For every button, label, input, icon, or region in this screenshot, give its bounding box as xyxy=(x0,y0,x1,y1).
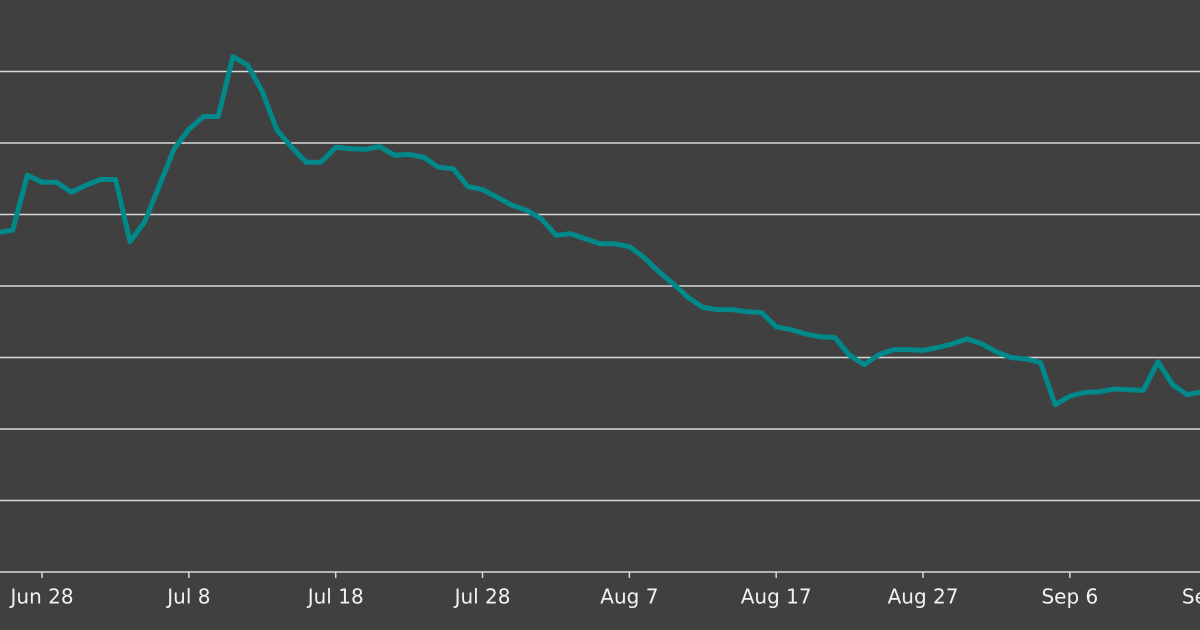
x-tick-label: Sep 6 xyxy=(1041,585,1098,609)
x-tick-label: Aug 27 xyxy=(888,585,959,609)
x-tick-label: Sep 16 xyxy=(1182,585,1200,609)
x-tick-label: Aug 17 xyxy=(741,585,812,609)
x-tick-label: Jun 28 xyxy=(9,585,74,609)
data-line xyxy=(0,54,1200,408)
x-tick-label: Jul 28 xyxy=(453,585,511,609)
x-tick-label: Jul 18 xyxy=(306,585,364,609)
x-tick-label: Jul 8 xyxy=(165,585,210,609)
x-tick-label: Aug 7 xyxy=(600,585,658,609)
